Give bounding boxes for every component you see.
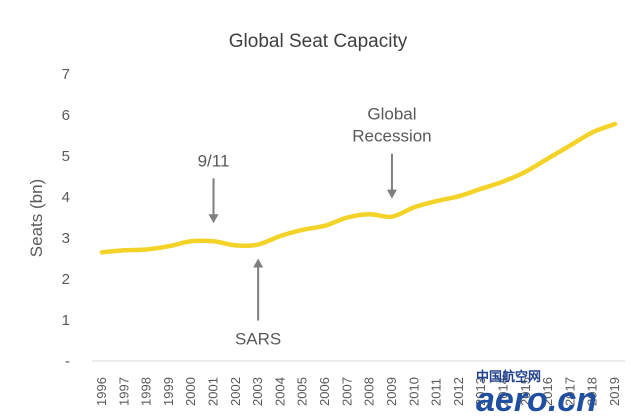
x-tick-label: 2010 (406, 377, 421, 406)
x-tick-label: 2004 (272, 377, 287, 406)
x-tick-labels: 1996 1997 1998 1999 2000 2001 2002 2003 2004 2005… (94, 377, 622, 406)
annotation-label: Global (367, 105, 416, 124)
x-tick-label: 2018 (585, 377, 600, 406)
annotation-arrowhead (386, 189, 397, 199)
x-tick-label: 2019 (607, 377, 622, 406)
x-tick-label: 2006 (317, 377, 332, 406)
x-tick-label: 2011 (429, 378, 444, 406)
watermark-en: aero.cn (476, 381, 597, 417)
y-tick-labels: - 1 2 3 4 5 6 7 (62, 66, 70, 370)
series-line (99, 121, 618, 255)
y-tick-label: 4 (62, 189, 70, 206)
annotation-arrowhead (208, 214, 219, 224)
x-tick-label: 1999 (161, 377, 176, 406)
watermark: 中国航空网 aero.cn (476, 369, 597, 417)
x-tick-label: 2003 (250, 377, 265, 406)
annotation-label: Recession (352, 127, 431, 146)
x-tick-label: 2009 (384, 377, 399, 406)
x-tick-label: 1997 (116, 377, 131, 406)
annotation: Global Recession (352, 105, 432, 199)
x-tick-label: 2014 (495, 377, 510, 406)
x-tick-label: 2000 (183, 377, 198, 406)
x-tick-label: 2013 (473, 377, 488, 406)
annotation: 9/11 (198, 151, 230, 224)
annotation-arrowhead (253, 258, 264, 268)
y-tick-label: 3 (62, 230, 70, 247)
annotation-label: 9/11 (198, 151, 230, 170)
annotation: SARS (235, 258, 281, 349)
x-tick-label: 2017 (562, 377, 577, 406)
x-tick-label: 1998 (139, 377, 154, 406)
annotation-label: SARS (235, 330, 281, 349)
y-tick-label: 6 (62, 107, 70, 124)
y-tick-label: 7 (62, 66, 70, 83)
x-tick-label: 2015 (518, 377, 533, 406)
x-tick-label: 2008 (362, 377, 377, 406)
x-tick-label: 1996 (94, 377, 109, 406)
x-tick-label: 2005 (295, 377, 310, 406)
x-tick-label: 2007 (339, 377, 354, 406)
y-tick-label: 5 (62, 148, 70, 165)
watermark-cn: 中国航空网 (476, 369, 541, 384)
x-tick-label: 2012 (451, 377, 466, 406)
y-tick-label: 2 (62, 271, 70, 288)
annotations-group: 9/11 SARS Global Recession (198, 105, 432, 349)
y-tick-label: 1 (62, 312, 70, 329)
x-tick-label: 2016 (540, 377, 555, 406)
x-tick-label: 2002 (228, 377, 243, 406)
chart-title: Global Seat Capacity (229, 31, 408, 52)
x-tick-label: 2001 (206, 377, 221, 406)
y-tick-label: - (65, 353, 70, 370)
data-series-group (99, 121, 618, 255)
y-axis-label: Seats (bn) (27, 179, 46, 257)
